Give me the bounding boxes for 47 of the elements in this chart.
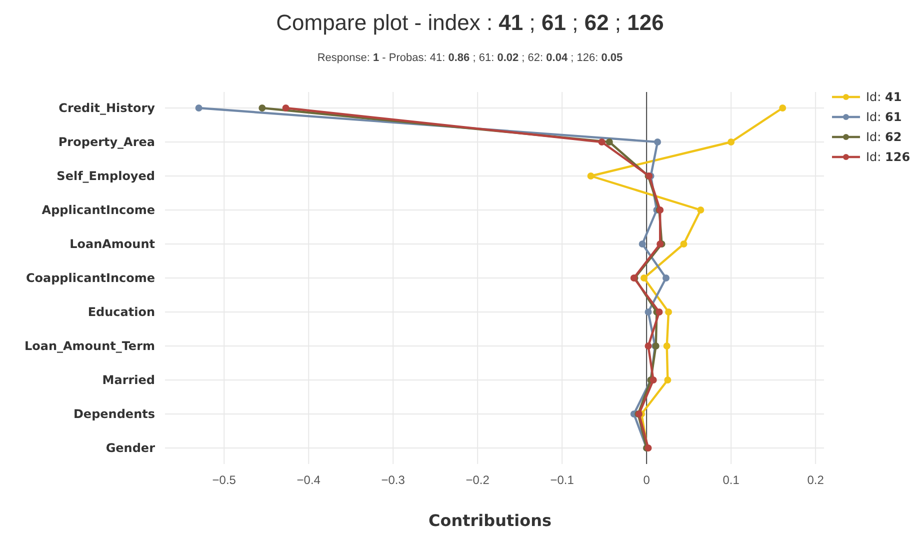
point bbox=[728, 138, 735, 146]
point bbox=[587, 172, 594, 180]
point bbox=[258, 104, 266, 112]
x-tick-label: −0.4 bbox=[296, 473, 321, 487]
point bbox=[195, 104, 202, 112]
point bbox=[606, 138, 613, 146]
x-tick-label: −0.3 bbox=[381, 473, 406, 487]
y-tick-label: Property_Area bbox=[58, 135, 155, 149]
point bbox=[282, 104, 290, 112]
point bbox=[640, 274, 648, 282]
legend-label: Id: 126 bbox=[866, 150, 910, 164]
chart-title: Compare plot - index : 41 ; 61 ; 62 ; 126 bbox=[276, 10, 664, 35]
point bbox=[638, 240, 646, 248]
text: Response: 1 - Probas: 41: 0.86 ; 61: 0.02 ; 62: 0.04 ; 126: 0.05 bbox=[317, 52, 623, 64]
legend-label: Id: 61 bbox=[866, 110, 902, 124]
x-axis-title: Contributions bbox=[428, 511, 552, 530]
y-tick-label: ApplicantIncome bbox=[42, 203, 155, 217]
point bbox=[663, 342, 670, 350]
point bbox=[598, 138, 606, 146]
point bbox=[662, 274, 670, 282]
y-tick-label: Education bbox=[88, 305, 155, 319]
point bbox=[697, 206, 704, 214]
x-tick-label: 0.1 bbox=[722, 473, 740, 487]
legend-label: Id: 62 bbox=[866, 130, 902, 144]
legend-label: Id: 41 bbox=[866, 90, 902, 104]
y-tick-label: Gender bbox=[106, 441, 156, 455]
x-tick-label: 0.2 bbox=[807, 473, 824, 487]
x-tick-label: −0.5 bbox=[212, 473, 236, 487]
y-tick-label: LoanAmount bbox=[70, 237, 156, 251]
x-tick-label: −0.1 bbox=[550, 473, 574, 487]
point bbox=[656, 308, 663, 316]
point bbox=[665, 308, 672, 316]
x-tick-label: −0.2 bbox=[466, 473, 490, 487]
point bbox=[654, 138, 662, 146]
y-tick-label: CoapplicantIncome bbox=[26, 271, 155, 285]
point bbox=[779, 104, 786, 112]
point bbox=[644, 308, 652, 316]
y-tick-label: Self_Employed bbox=[56, 169, 155, 183]
point bbox=[664, 376, 672, 384]
point bbox=[650, 376, 657, 384]
y-tick-label: Dependents bbox=[73, 407, 155, 421]
x-tick-label: 0 bbox=[643, 473, 650, 487]
point bbox=[644, 342, 652, 350]
y-tick-label: Credit_History bbox=[58, 101, 156, 115]
y-tick-label: Loan_Amount_Term bbox=[24, 339, 155, 353]
y-tick-label: Married bbox=[102, 373, 155, 387]
point bbox=[680, 240, 688, 248]
